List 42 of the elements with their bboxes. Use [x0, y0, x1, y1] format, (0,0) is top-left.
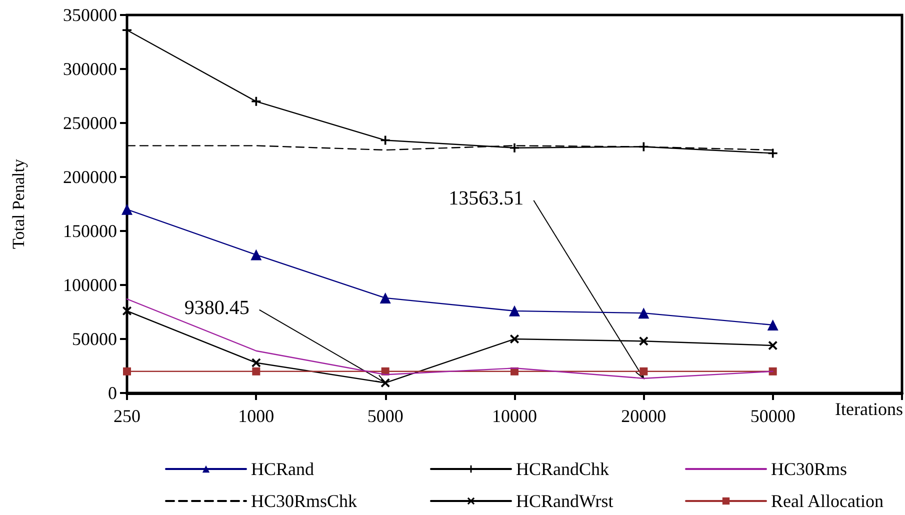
point: [123, 367, 131, 376]
legend-label: Real Allocation: [771, 491, 884, 511]
point: [638, 308, 650, 319]
legend-label: HC30Rms: [771, 459, 848, 479]
point: [639, 336, 648, 346]
y-tick-label: 250000: [63, 113, 117, 133]
x-tick-label: 5000: [367, 406, 404, 426]
point: [380, 292, 391, 304]
y-tick-label: 50000: [72, 329, 117, 349]
legend-label: HCRand: [251, 459, 314, 479]
x-tick-label: 1000: [238, 406, 274, 426]
point: [122, 204, 132, 215]
point: [252, 96, 261, 106]
point: [510, 334, 519, 344]
point: [122, 306, 132, 316]
y-axis-title: Total Penalty: [9, 158, 28, 249]
point: [768, 367, 777, 376]
y-tick-label: 100000: [63, 275, 117, 295]
legend-label: HCRandWrst: [516, 491, 614, 511]
y-tick-label: 0: [108, 383, 117, 403]
y-tick-label: 150000: [63, 221, 117, 241]
y-tick-label: 200000: [63, 167, 117, 187]
point: [252, 367, 260, 376]
legend-label: HCRandChk: [516, 459, 610, 479]
point: [509, 305, 520, 316]
annotation: 9380.45: [184, 296, 250, 319]
point: [250, 249, 262, 260]
point: [767, 319, 778, 330]
x-tick-label: 250: [114, 406, 140, 426]
x-tick-label: 50000: [750, 406, 796, 426]
point: [768, 340, 778, 350]
point: [380, 378, 390, 388]
annotation: 13563.51: [448, 187, 524, 210]
point: [640, 367, 648, 376]
point: [252, 358, 261, 368]
x-axis-title: Iterations: [835, 399, 904, 419]
x-tick-label: 20000: [621, 406, 666, 426]
y-tick-label: 300000: [63, 59, 117, 79]
point: [510, 143, 519, 152]
legend-label: HC30RmsChk: [251, 491, 358, 511]
x-tick-label: 10000: [492, 406, 537, 426]
y-tick-label: 350000: [63, 5, 117, 25]
